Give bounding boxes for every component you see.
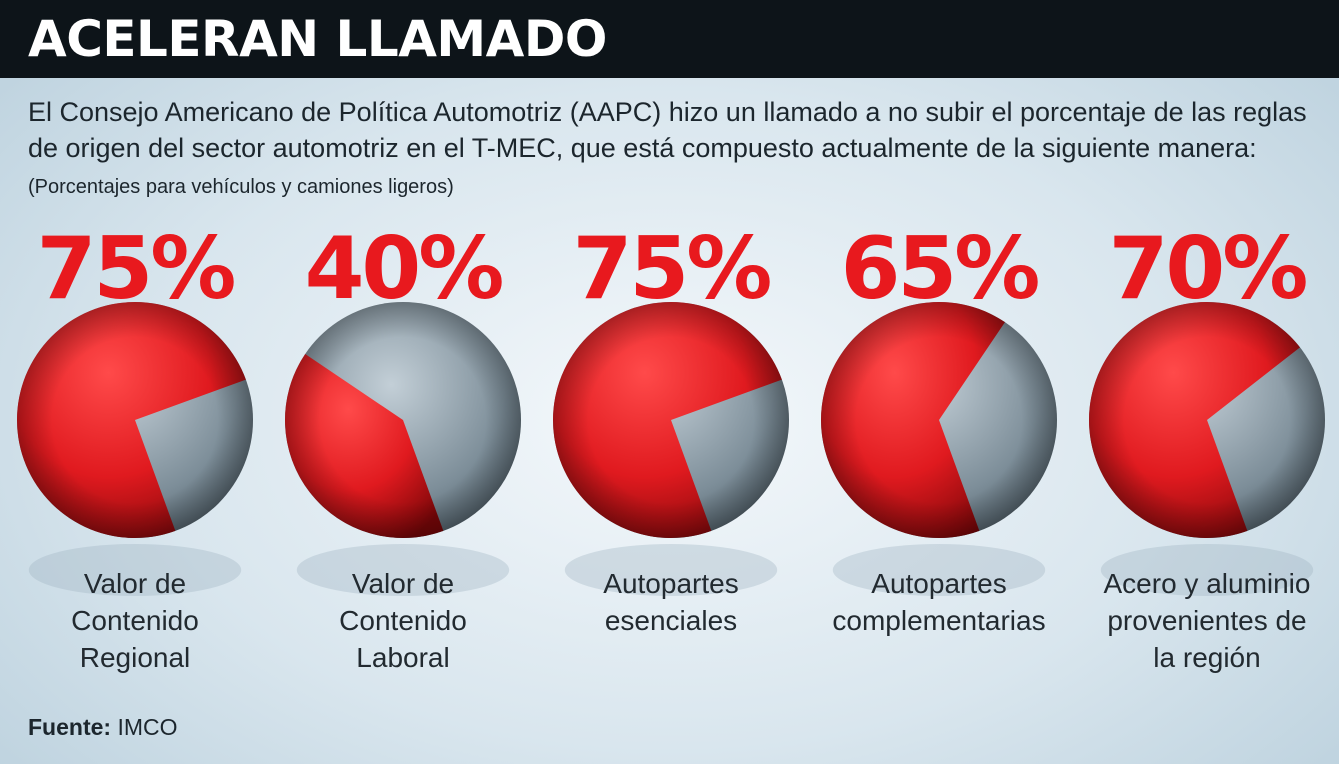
pie-category-label: Laboral bbox=[356, 642, 449, 673]
source-label: Fuente: bbox=[28, 714, 112, 740]
pie-category-label: Acero y aluminio bbox=[1104, 568, 1311, 599]
pie-value-label: 40% bbox=[305, 220, 503, 319]
pie-reflection bbox=[1100, 544, 1314, 596]
pie-category-label: Valor de bbox=[84, 568, 186, 599]
pie-category-label: provenientes de bbox=[1107, 605, 1306, 636]
pie-category-label: Contenido bbox=[71, 605, 199, 636]
pie-value-label: 65% bbox=[841, 220, 1039, 319]
pie-shade bbox=[553, 302, 789, 538]
source: Fuente: IMCO bbox=[28, 714, 178, 741]
pie-category-label: Contenido bbox=[339, 605, 467, 636]
pie-category-label: Regional bbox=[80, 642, 191, 673]
description-text: El Consejo Americano de Política Automot… bbox=[28, 97, 1307, 163]
pie-category-label: Autopartes bbox=[603, 568, 738, 599]
pie-category-label: esenciales bbox=[605, 605, 737, 636]
chart-title: ACELERAN LLAMADO bbox=[28, 10, 607, 68]
pie-category-label: Autopartes bbox=[871, 568, 1006, 599]
pie-category-label: Valor de bbox=[352, 568, 454, 599]
pie-shade bbox=[17, 302, 253, 538]
pie-reflection bbox=[832, 544, 1046, 596]
pie-shade bbox=[285, 302, 521, 538]
pie-value-label: 75% bbox=[573, 220, 771, 319]
pie-reflection bbox=[564, 544, 778, 596]
pie-shade bbox=[821, 302, 1057, 538]
pie-value-label: 75% bbox=[37, 220, 235, 319]
title-bar: ACELERAN LLAMADO bbox=[0, 0, 1339, 78]
pie-charts: 75% Valor de Contenido Regional 40% Valor de C… bbox=[16, 220, 1325, 673]
pie-shade bbox=[1089, 302, 1325, 538]
pie-reflection bbox=[296, 544, 510, 596]
source-value: IMCO bbox=[117, 714, 178, 740]
pie-value-label: 70% bbox=[1109, 220, 1307, 319]
description: El Consejo Americano de Política Automot… bbox=[28, 94, 1318, 205]
description-note: (Porcentajes para vehículos y camiones l… bbox=[28, 176, 454, 198]
pie-category-label: complementarias bbox=[832, 605, 1045, 636]
pie-category-label: la región bbox=[1153, 642, 1260, 673]
pie-reflection bbox=[28, 544, 242, 596]
